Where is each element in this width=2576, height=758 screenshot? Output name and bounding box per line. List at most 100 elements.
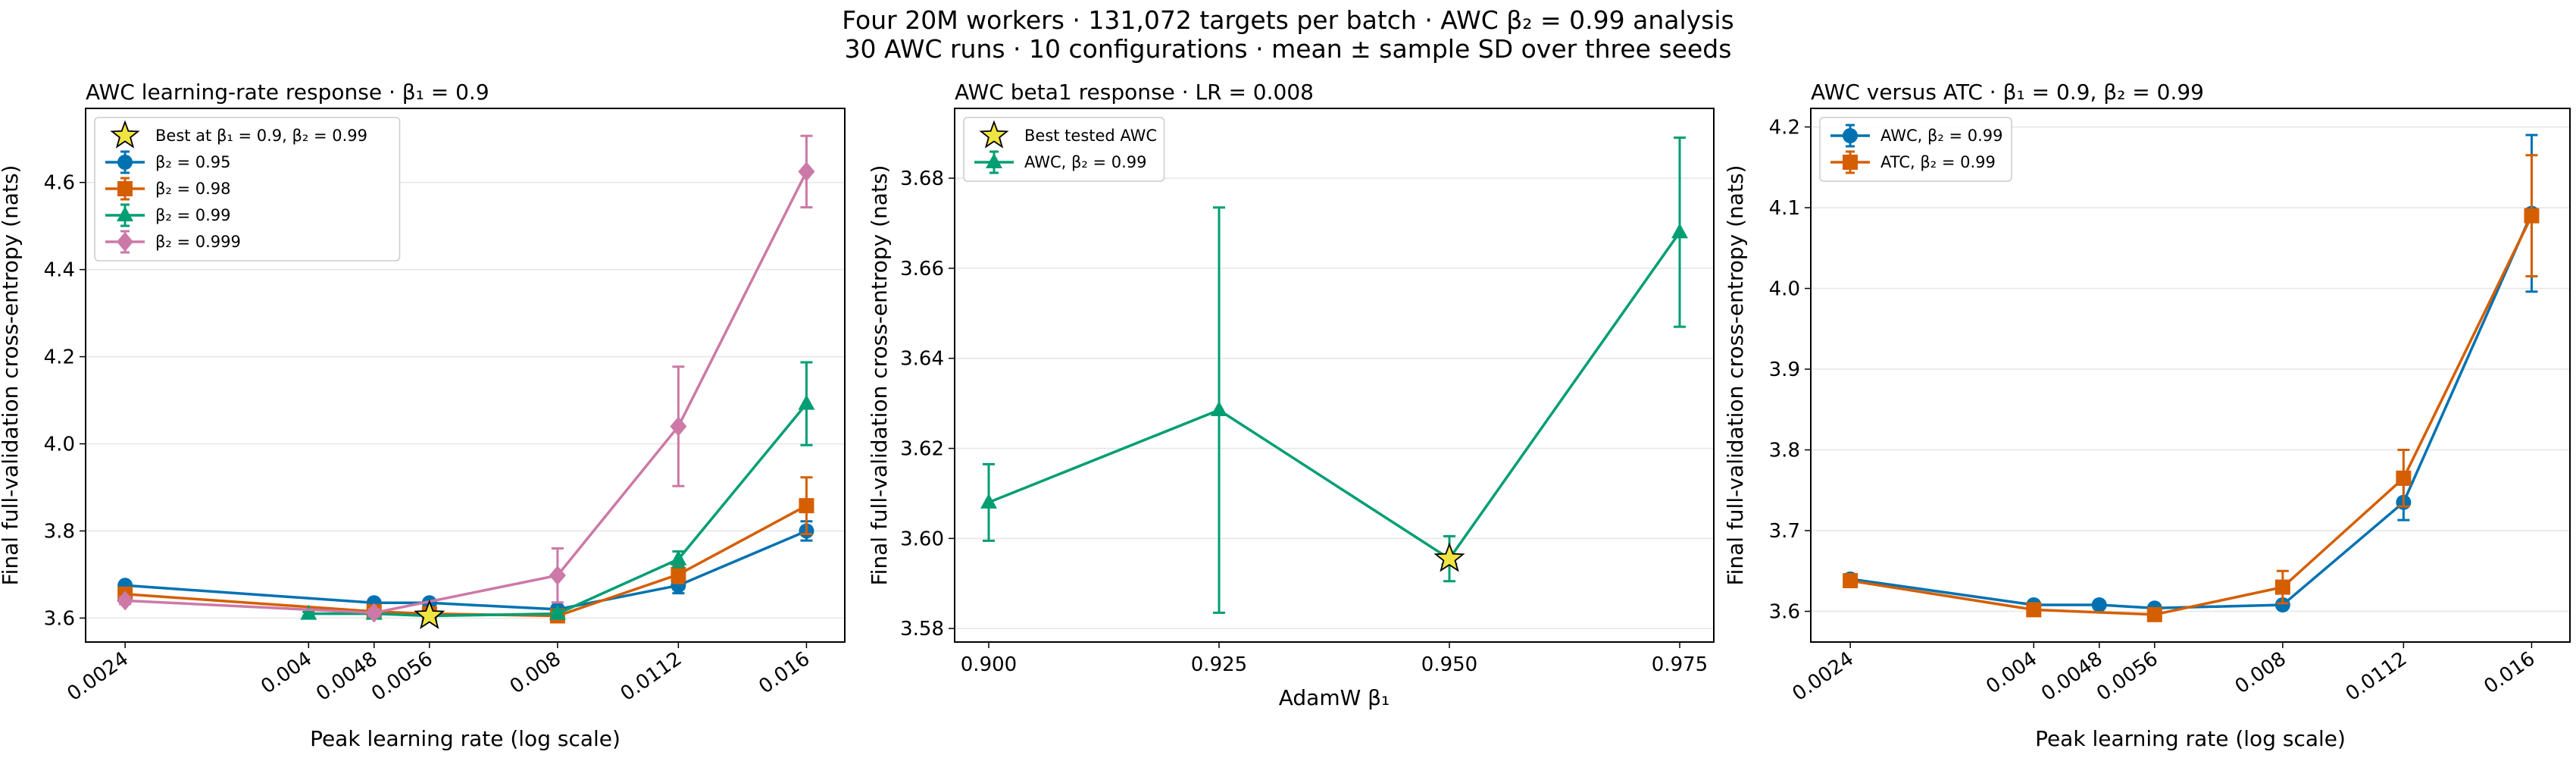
y-tick-label: 3.6 xyxy=(1769,601,1800,624)
y-tick-label: 3.8 xyxy=(1769,440,1800,462)
x-tick-label: 0.0024 xyxy=(1788,647,1858,706)
legend: AWC, β₂ = 0.99 ATC, β₂ = 0.99 xyxy=(1819,117,2012,182)
x-tick-label: 0.016 xyxy=(2480,647,2539,698)
legend-label: AWC, β₂ = 0.99 xyxy=(1880,127,2003,145)
plot-frame xyxy=(1810,108,2571,643)
y-tick-label: 3.64 xyxy=(900,348,944,371)
y-tick-label: 4.6 xyxy=(44,172,75,195)
y-tick-label: 3.60 xyxy=(900,528,944,550)
x-tick-label: 0.004 xyxy=(1982,647,2041,698)
data-point xyxy=(117,590,134,611)
chart-panel-3: AWC versus ATC · β₁ = 0.9, β₂ = 0.99 3.6 3… xyxy=(1723,80,2571,751)
panel-title: AWC beta1 response · LR = 0.008 xyxy=(955,80,1314,105)
y-tick-label: 3.62 xyxy=(900,438,944,461)
legend-marker xyxy=(117,232,133,252)
data-point xyxy=(1210,401,1227,417)
series-line xyxy=(124,529,808,611)
y-tick-label: 3.9 xyxy=(1769,359,1800,381)
data-point xyxy=(980,493,997,509)
plot-frame xyxy=(85,108,846,643)
x-tick-label: 0.008 xyxy=(2231,647,2290,698)
legend-label: AWC, β₂ = 0.99 xyxy=(1024,153,1147,171)
y-tick-label: 4.0 xyxy=(1769,278,1800,301)
data-point xyxy=(1671,223,1689,239)
legend: Best tested AWC AWC, β₂ = 0.99 xyxy=(963,117,1165,182)
legend-marker xyxy=(117,155,133,170)
series-line xyxy=(308,402,808,618)
chart-panel-2: AWC beta1 response · LR = 0.008 3.58 3.60 3… xyxy=(867,80,1715,710)
legend-label: β₂ = 0.99 xyxy=(155,206,231,224)
x-tick-label: 0.004 xyxy=(257,647,316,698)
series-line xyxy=(124,504,808,618)
x-axis-label: AdamW β₁ xyxy=(1279,685,1390,710)
figure-title-line1: Four 20M workers · 131,072 targets per b… xyxy=(842,5,1733,35)
x-tick-label: 0.0056 xyxy=(367,647,437,706)
best-star-marker xyxy=(414,599,445,629)
legend-marker xyxy=(986,153,1002,168)
plot-frame xyxy=(954,108,1715,643)
legend-box xyxy=(94,117,401,262)
x-tick-label: 0.900 xyxy=(961,653,1017,676)
x-tick-label: 0.0112 xyxy=(2342,647,2412,706)
data-point xyxy=(799,498,814,514)
chart-panel-1: AWC learning-rate response · β₁ = 0.9 3.6… xyxy=(0,80,846,751)
y-tick-label: 4.2 xyxy=(1769,116,1800,139)
data-point xyxy=(2146,606,2162,622)
legend-label: Best at β₁ = 0.9, β₂ = 0.99 xyxy=(155,127,367,145)
x-tick-label: 0.0048 xyxy=(312,647,382,706)
legend-label: β₂ = 0.95 xyxy=(155,153,231,171)
data-point xyxy=(2274,579,2290,595)
legend-marker xyxy=(1843,128,1858,143)
series-1 xyxy=(117,520,814,617)
data-point xyxy=(670,550,687,565)
data-point xyxy=(2524,208,2540,224)
figure-title-line2: 30 AWC runs · 10 configurations · mean ±… xyxy=(845,34,1732,64)
y-tick-label: 3.8 xyxy=(44,520,75,543)
y-tick-label: 4.0 xyxy=(44,434,75,456)
x-axis-label: Peak learning rate (log scale) xyxy=(2035,726,2346,751)
y-tick-label: 4.1 xyxy=(1769,197,1800,220)
y-tick-label: 3.68 xyxy=(900,168,944,190)
series-4 xyxy=(117,134,815,623)
data-point xyxy=(549,604,566,620)
y-tick-label: 3.66 xyxy=(900,258,944,280)
legend: Best at β₁ = 0.9, β₂ = 0.99 β₂ = 0.95 β₂ =… xyxy=(94,117,401,262)
y-tick-label: 4.2 xyxy=(44,346,75,369)
data-point xyxy=(2274,597,2290,613)
series-1 xyxy=(980,136,1689,614)
panel-title: AWC versus ATC · β₁ = 0.9, β₂ = 0.99 xyxy=(1811,80,2204,105)
x-axis-label: Peak learning rate (log scale) xyxy=(310,726,621,751)
x-tick-label: 0.0056 xyxy=(2093,647,2162,706)
legend-marker xyxy=(1843,155,1858,170)
x-tick-label: 0.975 xyxy=(1652,653,1708,676)
x-tick-label: 0.016 xyxy=(755,647,814,698)
data-point xyxy=(300,604,317,620)
data-point xyxy=(2026,602,2042,618)
data-point xyxy=(1843,573,1859,589)
legend-star-icon xyxy=(110,120,140,149)
y-tick-label: 3.7 xyxy=(1769,520,1800,543)
series-line xyxy=(988,231,1681,561)
legend-label: Best tested AWC xyxy=(1024,127,1157,145)
legend-label: β₂ = 0.98 xyxy=(155,180,231,198)
series-line xyxy=(1849,212,2534,610)
data-point xyxy=(2396,470,2412,486)
x-tick-label: 0.0024 xyxy=(63,647,133,706)
y-tick-label: 3.6 xyxy=(44,607,75,630)
x-tick-label: 0.925 xyxy=(1191,653,1247,676)
data-point xyxy=(671,566,686,582)
legend-box xyxy=(1819,117,2012,182)
y-axis-label: Final full-validation cross-entropy (nat… xyxy=(0,165,23,586)
data-point xyxy=(365,603,383,623)
data-point xyxy=(2091,597,2107,613)
series-2 xyxy=(117,476,814,624)
panel-title: AWC learning-rate response · β₁ = 0.9 xyxy=(86,80,489,105)
legend-label: ATC, β₂ = 0.99 xyxy=(1880,153,1996,171)
x-tick-label: 0.950 xyxy=(1421,653,1477,676)
y-tick-label: 3.58 xyxy=(900,618,944,641)
best-star-marker xyxy=(1433,542,1465,572)
series-line xyxy=(1849,215,2534,616)
data-point xyxy=(549,565,566,586)
legend-box xyxy=(963,117,1165,182)
